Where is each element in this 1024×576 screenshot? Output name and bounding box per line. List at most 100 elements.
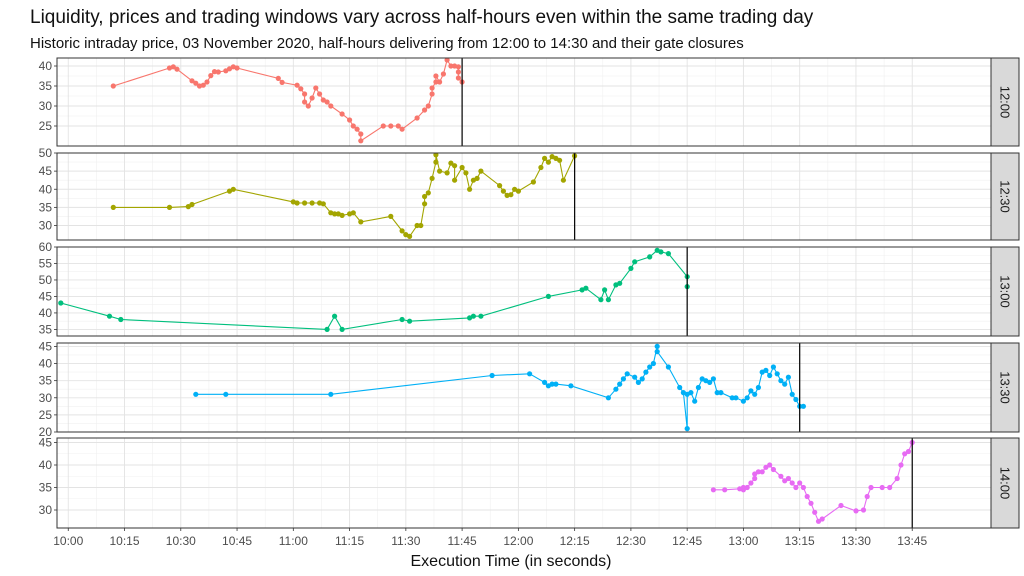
data-point <box>632 259 638 265</box>
x-tick-label: 11:00 <box>279 534 308 548</box>
panels-layer: 25 30 35 40 12:00 30 35 40 45 50 12:30 35 40 45 50 55 60… <box>39 57 1020 529</box>
y-tick-label: 35 <box>39 79 53 93</box>
y-tick-label: 35 <box>39 374 53 388</box>
data-point <box>860 507 867 513</box>
data-point <box>193 80 199 86</box>
data-point <box>740 484 747 491</box>
data-point <box>106 313 113 319</box>
data-point <box>425 103 431 109</box>
series-line <box>60 249 688 331</box>
data-point <box>568 383 574 389</box>
data-point <box>710 376 717 382</box>
data-point <box>320 201 326 207</box>
x-tick-label: 13:45 <box>897 534 927 548</box>
data-point <box>223 391 229 397</box>
data-point <box>763 464 769 470</box>
data-point <box>767 372 773 379</box>
data-point <box>557 157 563 163</box>
data-point <box>395 123 401 129</box>
data-point <box>650 360 657 367</box>
facet-strip <box>990 342 1020 433</box>
data-point <box>354 126 360 132</box>
x-tick-label: 10:00 <box>53 534 83 548</box>
data-point <box>110 204 116 210</box>
data-point <box>230 186 236 192</box>
x-axis: 10:00 10:15 10:30 10:45 11:00 11:15 11:30 11:45… <box>53 528 928 548</box>
panel-1400: 30 35 40 45 14:00 <box>39 436 1020 529</box>
series-line <box>113 58 463 142</box>
y-tick-label: 20 <box>39 425 53 439</box>
facet-strip <box>990 437 1020 529</box>
data-point <box>800 403 807 409</box>
data-point <box>399 126 405 132</box>
data-point <box>617 280 623 286</box>
data-point <box>763 367 769 373</box>
data-point <box>339 111 345 117</box>
data-point <box>407 318 413 324</box>
data-point <box>793 396 799 403</box>
data-point <box>785 475 792 482</box>
data-point <box>545 159 552 165</box>
data-point <box>752 475 758 482</box>
data-point <box>309 95 315 101</box>
data-point <box>722 487 728 493</box>
data-point <box>204 79 210 85</box>
x-axis-label: Execution Time (in seconds) <box>411 553 612 570</box>
data-point <box>718 390 724 396</box>
chart-subtitle: Historic intraday price, 03 November 202… <box>30 35 744 52</box>
data-point <box>613 386 619 392</box>
data-point <box>399 316 405 323</box>
data-point <box>347 117 353 123</box>
y-tick-label: 40 <box>39 357 53 371</box>
y-tick-label: 60 <box>39 240 53 254</box>
data-point <box>605 297 612 303</box>
series-1230 <box>110 153 578 239</box>
data-point <box>643 369 649 375</box>
series-line <box>195 346 804 429</box>
data-point <box>317 91 323 97</box>
data-point <box>639 376 645 382</box>
data-point <box>463 170 469 176</box>
data-point <box>665 251 672 257</box>
x-tick-label: 11:15 <box>335 534 364 548</box>
data-point <box>789 391 795 397</box>
data-point <box>748 388 754 394</box>
y-tick-label: 30 <box>39 219 53 233</box>
data-point <box>388 213 394 219</box>
data-point <box>211 69 218 75</box>
data-point <box>324 326 330 332</box>
data-point <box>628 265 634 271</box>
data-point <box>324 99 330 105</box>
data-point <box>710 487 717 493</box>
y-tick-label: 35 <box>39 481 53 495</box>
data-point <box>339 326 345 332</box>
data-point <box>759 469 765 475</box>
data-point <box>358 131 364 137</box>
data-point <box>707 379 713 385</box>
facet-strip-label: 14:00 <box>998 467 1013 500</box>
x-tick-label: 11:45 <box>448 534 477 548</box>
data-point <box>752 391 758 397</box>
data-point <box>808 500 814 506</box>
facet-strip <box>990 246 1020 337</box>
data-point <box>647 254 653 260</box>
panel-border <box>56 437 992 529</box>
data-point <box>879 484 885 491</box>
data-point <box>302 99 308 105</box>
y-tick-label: 45 <box>39 339 53 353</box>
data-point <box>665 364 672 370</box>
data-point <box>470 313 476 319</box>
x-tick-label: 12:15 <box>560 534 590 548</box>
data-point <box>755 384 762 391</box>
x-tick-label: 11:30 <box>391 534 420 548</box>
facet-strip <box>990 57 1020 147</box>
series-1400 <box>710 439 915 524</box>
data-point <box>755 469 762 475</box>
x-tick-label: 13:00 <box>728 534 758 548</box>
data-point <box>407 233 413 239</box>
data-point <box>902 451 908 457</box>
data-point <box>695 384 702 391</box>
data-point <box>455 75 461 81</box>
data-point <box>744 395 750 401</box>
data-point <box>234 65 240 71</box>
